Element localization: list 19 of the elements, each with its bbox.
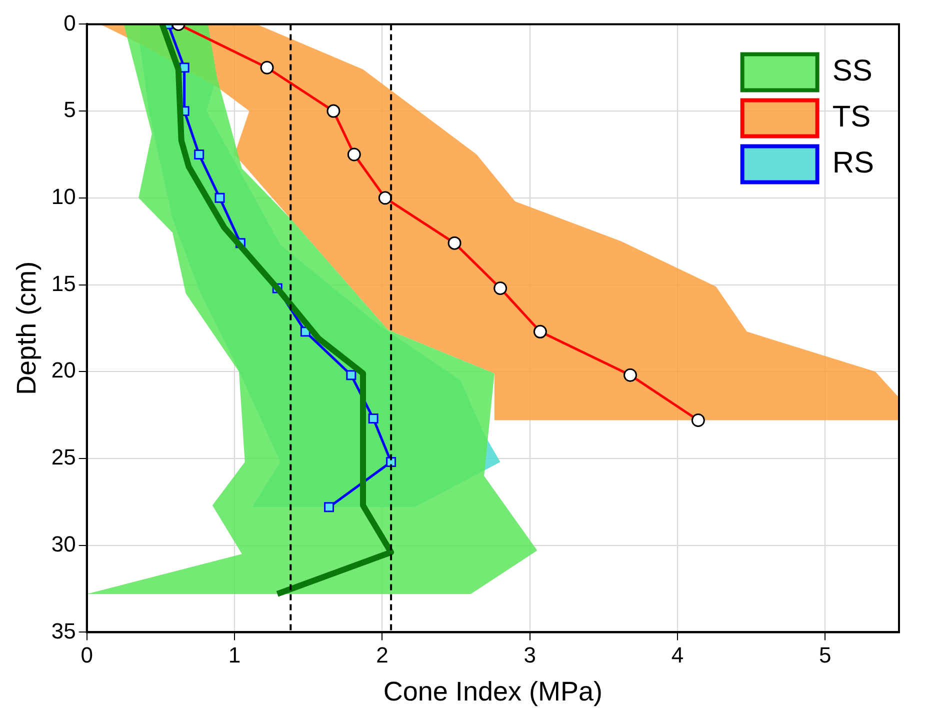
y-tick-label: 5 [64,97,76,122]
y-tick-label: 0 [64,10,76,36]
y-axis-title: Depth (cm) [12,261,42,395]
x-axis-title: Cone Index (MPa) [383,676,602,706]
x-tick-label: 3 [524,642,536,668]
y-tick-label: 35 [51,618,76,644]
legend-label: SS [832,54,872,88]
y-tick-label: 25 [51,444,76,470]
x-tick-label: 1 [228,642,241,668]
x-tick-label: 2 [376,642,388,668]
y-tick-label: 15 [51,270,76,296]
x-tick-label: 0 [80,642,93,668]
x-tick-label: 4 [671,642,684,668]
legend-label: TS [832,100,871,134]
x-tick-label: 5 [819,642,832,668]
legend-label: RS [832,146,874,180]
y-tick-label: 20 [51,358,76,383]
y-tick-label: 30 [51,531,76,556]
y-tick-label: 10 [51,184,76,209]
